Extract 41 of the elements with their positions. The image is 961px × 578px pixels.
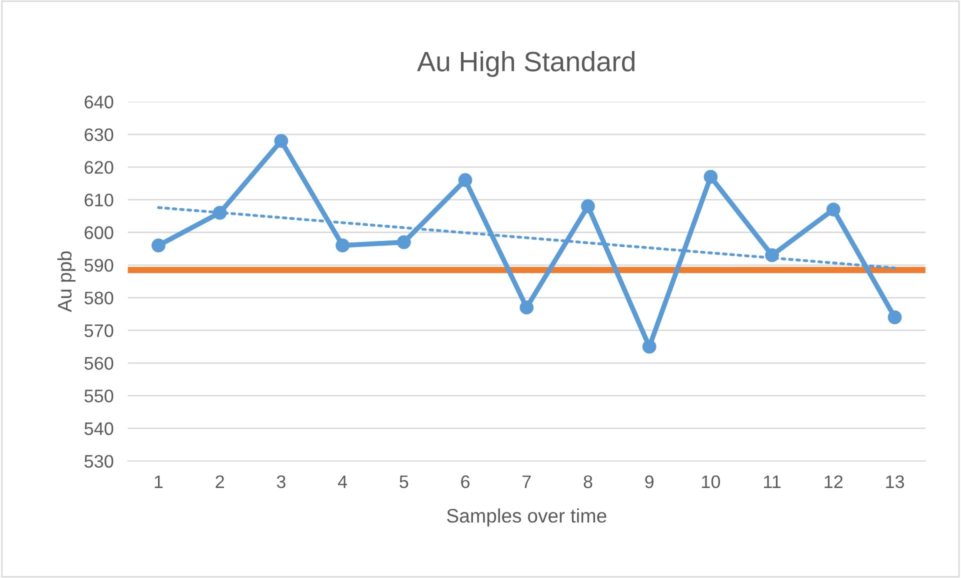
point xyxy=(212,206,227,220)
x-tick-label: 2 xyxy=(216,475,224,488)
point xyxy=(520,300,534,314)
y-tick-label: 590 xyxy=(84,258,114,272)
x-tick-label: 5 xyxy=(400,476,408,488)
y-tick-label: 640 xyxy=(84,96,114,108)
point xyxy=(274,134,288,148)
x-tick-label: 4 xyxy=(338,476,348,488)
x-tick-label: 13 xyxy=(886,475,904,488)
x-tick-label: 1 xyxy=(154,476,163,488)
y-tick-label: 580 xyxy=(84,292,114,304)
x-tick-label: 12 xyxy=(824,475,843,488)
point xyxy=(642,340,656,354)
point xyxy=(581,199,595,214)
y-tick-label: 570 xyxy=(84,324,114,338)
x-tick-label: 10 xyxy=(702,475,720,488)
y-tick-label: 560 xyxy=(84,356,114,370)
point xyxy=(826,202,840,216)
point xyxy=(888,310,902,324)
y-tick-label: 630 xyxy=(84,128,114,142)
y-axis-title: Au ppb xyxy=(57,251,76,312)
y-tick-label: 550 xyxy=(84,390,114,402)
x-tick-label: 6 xyxy=(461,475,470,488)
point xyxy=(765,248,779,262)
y-tick-label: 600 xyxy=(84,226,114,240)
y-tick-label: 620 xyxy=(84,160,114,174)
y-tick-label: 610 xyxy=(84,194,114,206)
point xyxy=(704,170,718,184)
point xyxy=(458,173,472,188)
point xyxy=(336,238,350,252)
point xyxy=(396,235,411,250)
chart-title: Au High Standard xyxy=(417,51,634,77)
y-tick-label: 540 xyxy=(84,422,114,436)
x-tick-label: 9 xyxy=(645,475,654,488)
x-axis-title: Samples over time xyxy=(447,508,606,527)
x-tick-label: 11 xyxy=(764,476,781,488)
y-tick-label: 530 xyxy=(84,454,114,468)
point xyxy=(152,238,166,252)
x-tick-label: 8 xyxy=(584,475,592,488)
x-tick-label: 7 xyxy=(522,476,531,488)
x-tick-label: 3 xyxy=(276,475,286,488)
